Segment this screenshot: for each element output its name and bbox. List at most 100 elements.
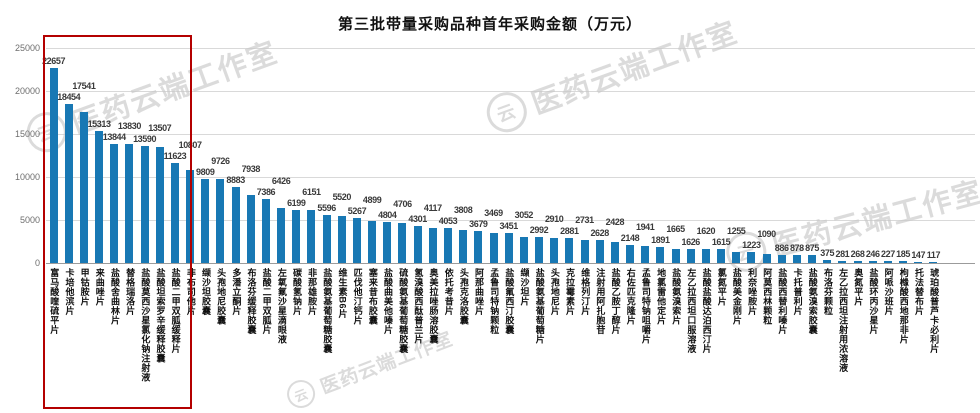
category-label: 非那雄胺片	[304, 268, 319, 411]
bar	[79, 112, 88, 263]
bar	[49, 68, 58, 263]
bar-value-label: 5520	[332, 191, 352, 202]
gridline	[46, 134, 975, 135]
category-label: 注射用阿扎胞苷	[592, 268, 607, 411]
bar-value-label: 1941	[635, 221, 655, 232]
category-label-text: 盐酸氟西汀胶囊	[504, 268, 515, 335]
bar	[732, 252, 741, 263]
bar	[686, 249, 695, 263]
category-label: 左乙拉西坦口服溶液	[683, 268, 698, 411]
bar-value-label: 886	[774, 243, 789, 254]
y-tick-label: 0	[34, 258, 40, 268]
chart-title: 第三批带量采购品种首年采购金额（万元）	[337, 16, 642, 33]
bar	[459, 230, 468, 263]
bar-value-label: 268	[850, 248, 865, 259]
category-label: 维生素B6片	[334, 268, 349, 411]
bar-value-label: 246	[865, 248, 880, 259]
bar	[883, 261, 892, 263]
category-label-text: 盐酸西替利嗪片	[777, 268, 788, 335]
cloud-seal-logo-icon: 云	[481, 86, 533, 138]
category-label: 地氯雷他定片	[653, 268, 668, 411]
bar-value-label: 13507	[148, 123, 172, 134]
category-label-text: 盐酸曲美他嗪片	[383, 268, 394, 335]
category-label-text: 孟鲁司特钠颗粒	[489, 268, 500, 335]
category-label-text: 盐酸氨基葡萄糖胶囊	[322, 268, 333, 354]
bar	[383, 221, 392, 263]
bar	[474, 231, 483, 263]
bar	[899, 261, 908, 263]
bar	[747, 252, 756, 263]
category-label: 盐酸二甲双胍片	[258, 268, 273, 411]
category-label-text: 卡培他滨片	[64, 268, 75, 316]
x-axis-line	[46, 263, 975, 264]
category-label: 孟鲁司特钠咀嚼片	[638, 268, 653, 411]
bar-value-label: 3808	[453, 205, 473, 216]
bar-value-label: 1665	[666, 223, 685, 234]
category-label-text: 左乙拉西坦注射用浓溶液	[838, 268, 849, 373]
y-tick-label: 15000	[14, 129, 40, 139]
bar-value-label: 15313	[87, 119, 111, 130]
bar-value-label: 4117	[423, 203, 442, 213]
category-label-text: 盐酸环丙沙星片	[868, 268, 879, 335]
category-label-text: 克拉霉素片	[565, 268, 576, 316]
category-label-text: 盐酸二甲双胍缓释片	[170, 268, 181, 354]
bar-value-label: 13830	[117, 120, 141, 131]
bar-value-label: 1255	[726, 226, 746, 237]
category-label-text: 替格瑞洛片	[125, 268, 136, 316]
category-label: 甲钴胺片	[76, 268, 91, 411]
bar-value-label: 4899	[362, 194, 382, 205]
bar	[535, 237, 543, 263]
category-label: 布洛芬颗粒	[820, 268, 835, 411]
category-label: 奥氮平片	[850, 268, 865, 411]
bar-value-label: 3052	[514, 210, 534, 221]
category-label: 托法替布片	[911, 268, 926, 411]
bar	[489, 233, 498, 263]
bar	[519, 236, 528, 263]
bar	[413, 226, 422, 263]
category-label: 维格列汀片	[577, 268, 592, 411]
bar	[580, 239, 589, 263]
category-label: 盐酸舍曲林片	[107, 268, 122, 411]
category-label-text: 维生素B6片	[337, 268, 348, 319]
gridline	[46, 48, 975, 49]
bar	[701, 249, 710, 263]
bar-value-label: 6426	[271, 176, 291, 187]
category-label: 塞来昔布胶囊	[365, 268, 380, 411]
category-label: 氯氮平片	[713, 268, 728, 411]
category-label-text: 甲钴胺片	[79, 268, 90, 306]
bar-value-label: 13844	[102, 131, 126, 142]
bar	[914, 261, 923, 263]
category-label-text: 来曲唑片	[94, 268, 105, 306]
category-label: 头孢地尼片	[547, 268, 562, 411]
bar-value-label: 875	[805, 243, 819, 254]
category-label: 左氧氟沙星滴眼液	[274, 268, 289, 411]
category-label-text: 琥珀酸普芦卡必利片	[929, 268, 940, 354]
category-label-text: 奥美拉唑肠溶胶囊	[428, 268, 439, 344]
gridline	[46, 177, 975, 178]
bar-value-label: 147	[911, 249, 926, 260]
watermark: 云 医药云端工作室	[721, 168, 980, 277]
bar	[64, 104, 73, 263]
bar-value-label: 117	[926, 249, 941, 260]
category-label: 盐酸盐酸达泊西汀片	[698, 268, 713, 411]
category-label: 布洛芬缓释胶囊	[243, 268, 258, 411]
category-label-text: 多潘立酮片	[231, 268, 242, 316]
category-label: 缬沙坦片	[516, 268, 531, 411]
bar	[717, 249, 726, 263]
category-label-text: 右佐匹克隆片	[625, 268, 636, 325]
category-label: 阿莫西林颗粒	[759, 268, 774, 411]
bar	[595, 240, 604, 263]
category-label: 替格瑞洛片	[122, 268, 137, 411]
category-label: 盐酸氨基葡萄糖片	[531, 268, 546, 411]
bar	[610, 242, 619, 263]
bar-value-label: 1090	[757, 229, 776, 240]
category-label: 盐酸二甲双胍缓释片	[167, 268, 182, 411]
bar	[201, 178, 210, 263]
category-label-text: 维格列汀片	[580, 268, 591, 316]
category-label: 匹伐他汀钙片	[349, 268, 364, 411]
bar	[671, 248, 680, 263]
category-label: 盐酸美金刚片	[729, 268, 744, 411]
category-label-text: 盐酸氨溴索胶囊	[807, 268, 818, 335]
category-label-text: 硫酸氨基葡萄糖胶囊	[398, 268, 409, 354]
